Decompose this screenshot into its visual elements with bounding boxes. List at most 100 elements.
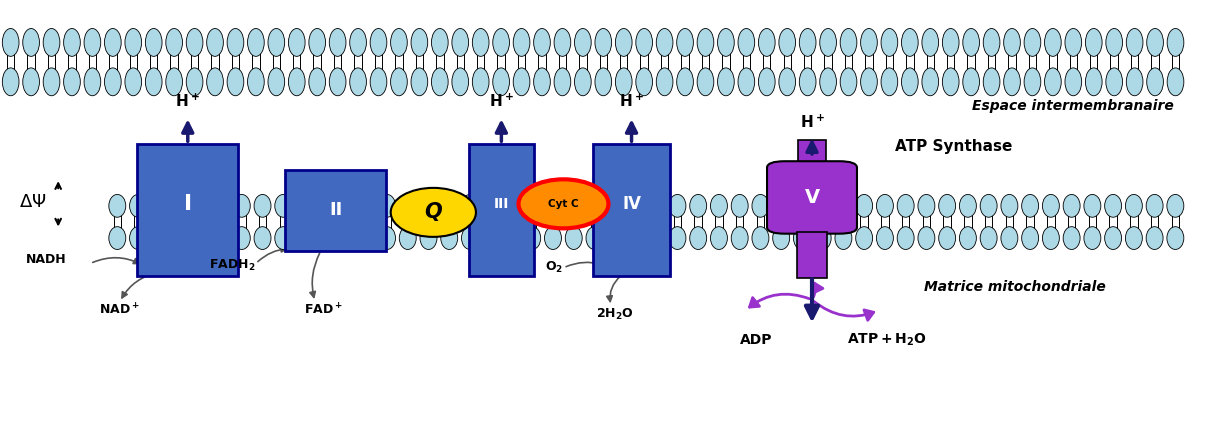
Ellipse shape: [268, 28, 285, 56]
Ellipse shape: [856, 194, 872, 217]
Ellipse shape: [213, 194, 229, 217]
Ellipse shape: [669, 227, 686, 249]
Ellipse shape: [1146, 28, 1163, 56]
Ellipse shape: [1127, 28, 1142, 56]
Ellipse shape: [586, 194, 603, 217]
Ellipse shape: [234, 194, 250, 217]
Ellipse shape: [410, 68, 428, 96]
Ellipse shape: [943, 68, 959, 96]
Ellipse shape: [918, 194, 935, 217]
Ellipse shape: [793, 227, 810, 249]
Text: $\mathbf{NAD^+}$: $\mathbf{NAD^+}$: [100, 303, 140, 318]
Ellipse shape: [962, 68, 979, 96]
Ellipse shape: [1105, 227, 1122, 249]
Ellipse shape: [524, 227, 541, 249]
Ellipse shape: [213, 227, 229, 249]
FancyBboxPatch shape: [285, 170, 386, 251]
Ellipse shape: [493, 28, 509, 56]
FancyBboxPatch shape: [593, 144, 670, 276]
Ellipse shape: [657, 68, 674, 96]
Ellipse shape: [772, 227, 789, 249]
Ellipse shape: [697, 28, 714, 56]
Ellipse shape: [462, 194, 479, 217]
Ellipse shape: [255, 194, 270, 217]
Ellipse shape: [636, 68, 653, 96]
Ellipse shape: [922, 28, 939, 56]
Ellipse shape: [918, 227, 935, 249]
Ellipse shape: [820, 68, 837, 96]
Ellipse shape: [431, 68, 448, 96]
Ellipse shape: [881, 68, 898, 96]
Ellipse shape: [615, 68, 632, 96]
Ellipse shape: [898, 194, 915, 217]
Ellipse shape: [43, 68, 60, 96]
Ellipse shape: [738, 68, 755, 96]
Text: $\mathbf{ATP + H_2O}$: $\mathbf{ATP + H_2O}$: [847, 332, 926, 348]
Ellipse shape: [431, 28, 448, 56]
Text: NADH: NADH: [26, 253, 67, 266]
Ellipse shape: [877, 227, 893, 249]
Ellipse shape: [778, 68, 795, 96]
Ellipse shape: [275, 227, 292, 249]
Ellipse shape: [960, 227, 977, 249]
Ellipse shape: [820, 28, 837, 56]
Ellipse shape: [980, 194, 998, 217]
Ellipse shape: [296, 227, 313, 249]
Ellipse shape: [329, 68, 346, 96]
Ellipse shape: [247, 68, 264, 96]
Text: $\bf{H^+}$: $\bf{H^+}$: [800, 114, 825, 131]
Ellipse shape: [565, 194, 582, 217]
Ellipse shape: [554, 28, 571, 56]
Ellipse shape: [960, 194, 977, 217]
Ellipse shape: [379, 227, 396, 249]
Ellipse shape: [227, 28, 244, 56]
FancyBboxPatch shape: [767, 161, 857, 234]
Text: Q: Q: [424, 202, 442, 222]
Ellipse shape: [594, 68, 611, 96]
Ellipse shape: [1024, 68, 1041, 96]
Ellipse shape: [544, 227, 561, 249]
Ellipse shape: [533, 68, 551, 96]
Ellipse shape: [657, 28, 674, 56]
Ellipse shape: [1043, 194, 1060, 217]
Ellipse shape: [358, 227, 375, 249]
Ellipse shape: [840, 68, 857, 96]
Ellipse shape: [636, 28, 653, 56]
Ellipse shape: [814, 194, 831, 217]
Ellipse shape: [191, 227, 208, 249]
Ellipse shape: [358, 194, 375, 217]
Ellipse shape: [1084, 194, 1101, 217]
Ellipse shape: [166, 68, 183, 96]
FancyBboxPatch shape: [798, 140, 826, 163]
Ellipse shape: [410, 28, 428, 56]
Ellipse shape: [677, 28, 693, 56]
Ellipse shape: [836, 227, 851, 249]
Text: II: II: [329, 201, 342, 219]
Ellipse shape: [207, 68, 223, 96]
Ellipse shape: [473, 68, 490, 96]
Ellipse shape: [441, 194, 458, 217]
Ellipse shape: [697, 68, 714, 96]
Ellipse shape: [1043, 227, 1060, 249]
Ellipse shape: [1167, 28, 1184, 56]
Text: Cyt C: Cyt C: [548, 199, 579, 209]
Ellipse shape: [370, 68, 387, 96]
Ellipse shape: [296, 194, 313, 217]
Ellipse shape: [962, 28, 979, 56]
Ellipse shape: [677, 68, 693, 96]
Ellipse shape: [23, 28, 39, 56]
Ellipse shape: [129, 194, 146, 217]
Text: $\bf{H^+}$: $\bf{H^+}$: [175, 93, 200, 110]
Ellipse shape: [939, 227, 956, 249]
Text: $\mathbf{FAD^+}$: $\mathbf{FAD^+}$: [303, 303, 342, 318]
Ellipse shape: [462, 227, 479, 249]
Ellipse shape: [337, 227, 354, 249]
Ellipse shape: [289, 28, 306, 56]
Ellipse shape: [2, 28, 19, 56]
Ellipse shape: [554, 68, 571, 96]
Ellipse shape: [268, 68, 285, 96]
Ellipse shape: [1045, 28, 1061, 56]
Ellipse shape: [524, 194, 541, 217]
Ellipse shape: [482, 227, 499, 249]
Ellipse shape: [519, 179, 609, 228]
